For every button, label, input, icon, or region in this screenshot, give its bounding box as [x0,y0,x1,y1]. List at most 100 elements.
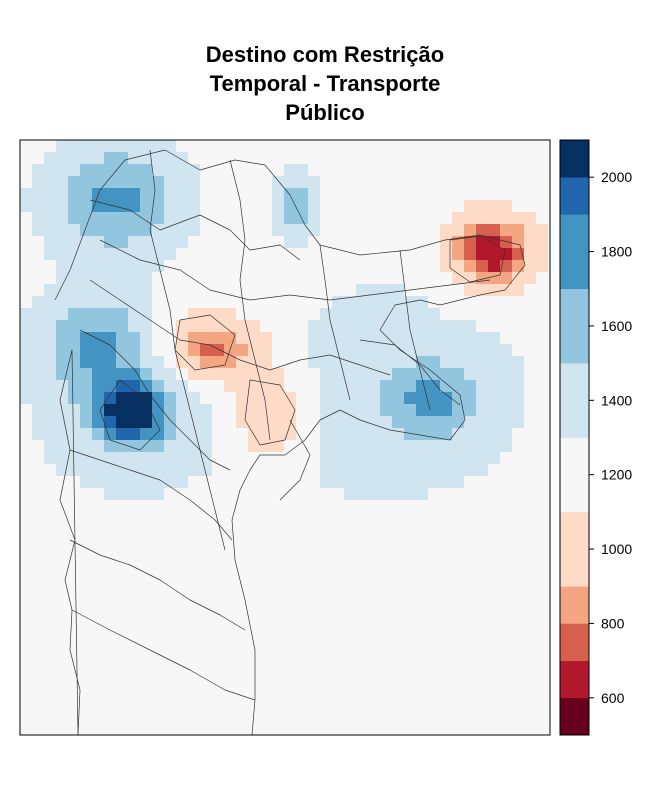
raster-cell [404,176,417,189]
raster-cell [272,308,285,321]
raster-cell [104,332,117,345]
raster-cell [200,524,213,537]
raster-cell [32,440,45,453]
raster-cell [452,620,465,633]
raster-cell [20,632,33,645]
raster-cell [140,620,153,633]
raster-cell [20,524,33,537]
raster-cell [188,608,201,621]
raster-cell [260,236,273,249]
raster-cell [308,680,321,693]
raster-cell [272,140,285,153]
raster-cell [164,164,177,177]
raster-cell [20,188,33,201]
raster-cell [500,260,513,273]
raster-cell [32,356,45,369]
interpolated-surface [20,140,550,735]
raster-cell [488,704,501,717]
raster-cell [368,524,381,537]
raster-cell [188,152,201,165]
raster-cell [236,164,249,177]
raster-cell [92,596,105,609]
raster-cell [104,260,117,273]
raster-cell [368,152,381,165]
raster-cell [80,308,93,321]
raster-cell [500,308,513,321]
raster-cell [92,464,105,477]
raster-cell [440,536,453,549]
raster-cell [512,464,525,477]
raster-cell [512,176,525,189]
raster-cell [200,536,213,549]
raster-cell [284,332,297,345]
raster-cell [80,500,93,513]
raster-cell [536,644,549,657]
raster-cell [320,548,333,561]
raster-cell [20,272,33,285]
raster-cell [56,680,69,693]
raster-cell [140,668,153,681]
raster-cell [188,728,201,735]
raster-cell [116,584,129,597]
raster-cell [416,452,429,465]
raster-cell [68,452,81,465]
raster-cell [224,260,237,273]
raster-cell [476,212,489,225]
raster-cell [416,692,429,705]
raster-cell [212,212,225,225]
raster-cell [332,536,345,549]
raster-cell [500,584,513,597]
raster-cell [224,500,237,513]
raster-cell [56,488,69,501]
raster-cell [368,308,381,321]
raster-cell [272,332,285,345]
raster-cell [116,404,129,417]
raster-cell [272,464,285,477]
raster-cell [380,236,393,249]
raster-cell [140,536,153,549]
raster-cell [296,488,309,501]
raster-cell [56,428,69,441]
raster-cell [32,524,45,537]
raster-cell [488,644,501,657]
raster-cell [500,596,513,609]
raster-cell [188,440,201,453]
raster-cell [104,608,117,621]
raster-cell [356,416,369,429]
raster-cell [296,236,309,249]
raster-cell [128,536,141,549]
raster-cell [128,440,141,453]
raster-cell [212,296,225,309]
raster-cell [224,608,237,621]
raster-cell [332,620,345,633]
raster-cell [164,176,177,189]
raster-cell [176,524,189,537]
raster-cell [356,260,369,273]
raster-cell [320,500,333,513]
raster-cell [92,296,105,309]
raster-cell [68,284,81,297]
raster-cell [176,620,189,633]
raster-cell [152,152,165,165]
raster-cell [512,488,525,501]
raster-cell [536,368,549,381]
raster-cell [56,524,69,537]
raster-cell [104,284,117,297]
raster-cell [380,164,393,177]
raster-cell [140,716,153,729]
raster-cell [116,644,129,657]
raster-cell [152,416,165,429]
raster-cell [476,560,489,573]
raster-cell [140,212,153,225]
raster-cell [524,272,537,285]
raster-cell [248,512,261,525]
raster-cell [212,380,225,393]
raster-cell [404,164,417,177]
raster-cell [368,596,381,609]
raster-cell [488,596,501,609]
raster-cell [260,212,273,225]
raster-cell [140,572,153,585]
raster-cell [488,260,501,273]
raster-cell [80,440,93,453]
raster-cell [68,728,81,735]
